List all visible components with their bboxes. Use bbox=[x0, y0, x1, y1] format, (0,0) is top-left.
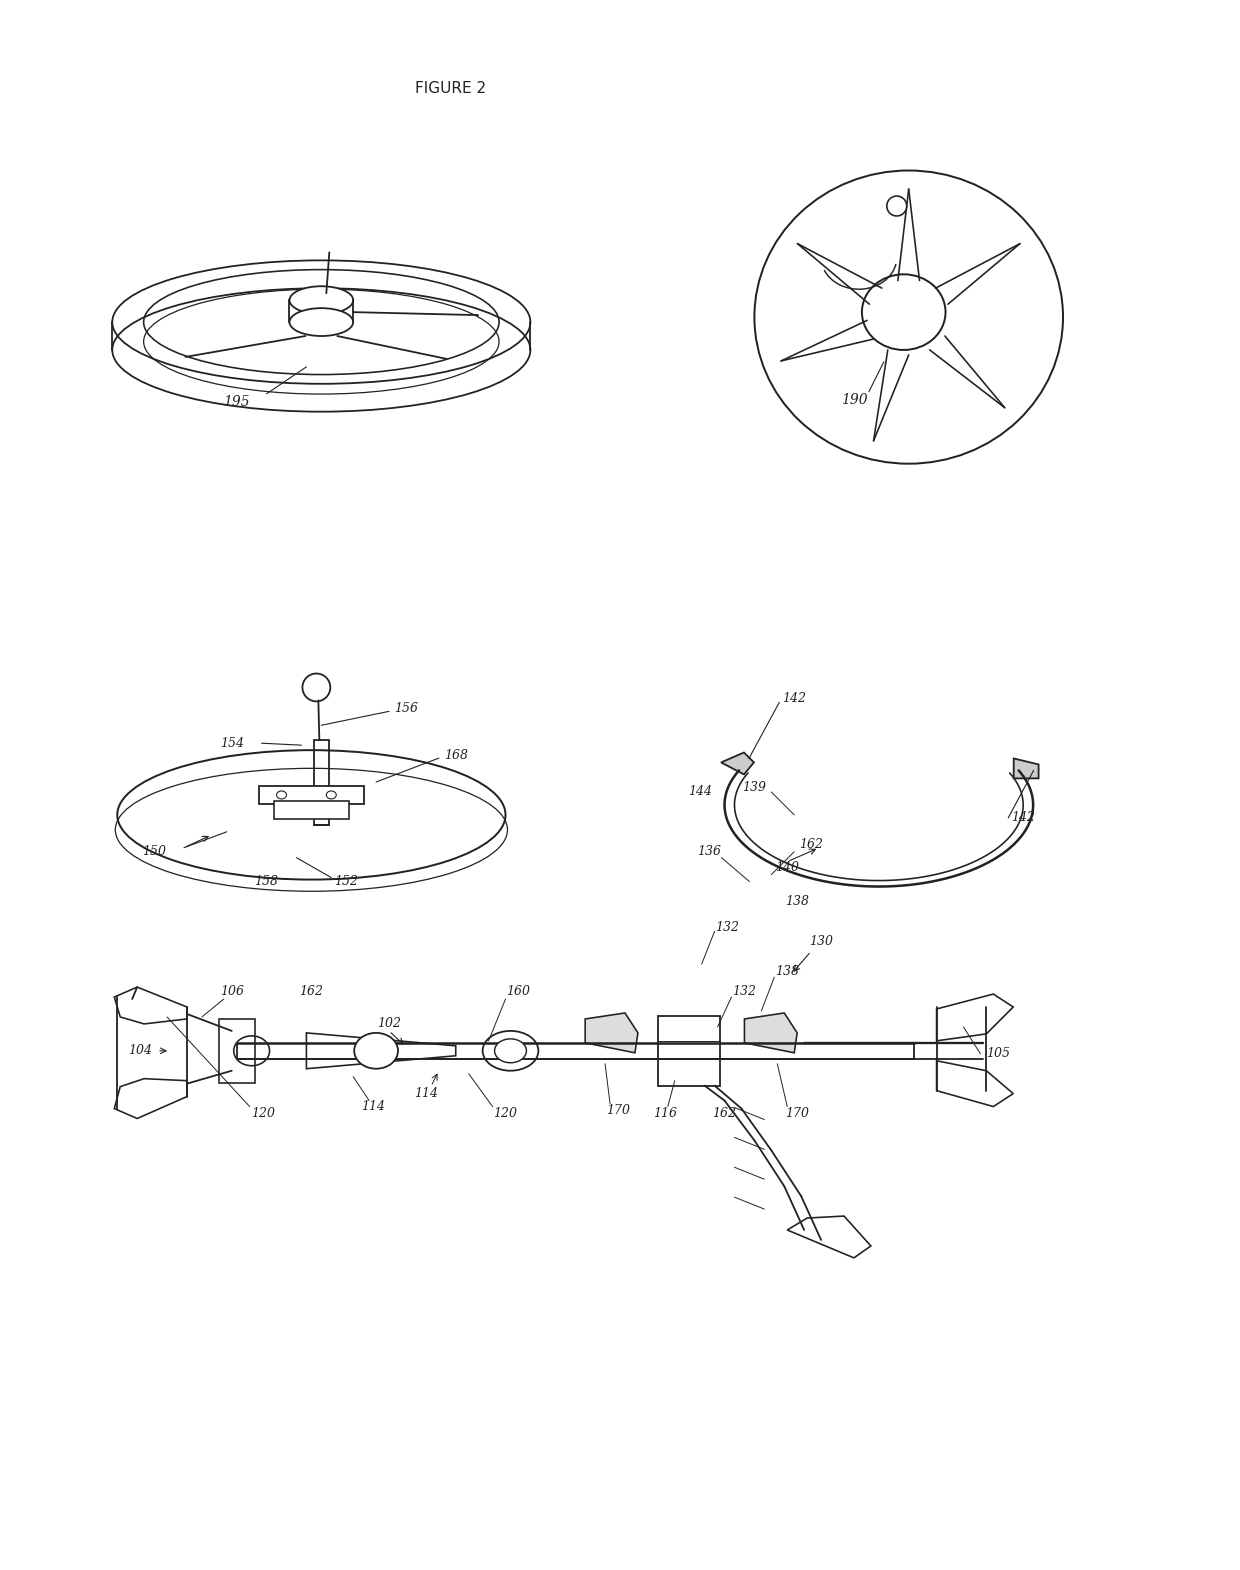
Text: 162: 162 bbox=[299, 984, 324, 997]
Text: FIGURE 2: FIGURE 2 bbox=[415, 80, 486, 96]
Polygon shape bbox=[787, 1217, 870, 1258]
Text: 120: 120 bbox=[494, 1107, 517, 1119]
Text: 190: 190 bbox=[841, 392, 867, 407]
Text: 152: 152 bbox=[335, 874, 358, 889]
Text: 104: 104 bbox=[128, 1044, 153, 1057]
Polygon shape bbox=[936, 1061, 1013, 1107]
Polygon shape bbox=[722, 752, 754, 774]
Text: 154: 154 bbox=[219, 736, 244, 750]
Text: 156: 156 bbox=[394, 702, 418, 714]
Text: 116: 116 bbox=[652, 1107, 677, 1119]
Polygon shape bbox=[114, 988, 187, 1024]
Bar bbox=[274, 801, 350, 820]
Text: 162: 162 bbox=[713, 1107, 737, 1119]
Polygon shape bbox=[936, 994, 1013, 1041]
Text: 132: 132 bbox=[733, 984, 756, 997]
Text: 132: 132 bbox=[715, 922, 739, 934]
Text: 102: 102 bbox=[377, 1017, 401, 1030]
Text: 162: 162 bbox=[799, 838, 823, 851]
Ellipse shape bbox=[289, 308, 353, 336]
Text: 144: 144 bbox=[688, 785, 712, 799]
Bar bbox=[658, 1016, 719, 1085]
Text: 120: 120 bbox=[252, 1107, 275, 1119]
Text: 105: 105 bbox=[986, 1047, 1011, 1060]
Polygon shape bbox=[114, 1079, 187, 1118]
Text: 140: 140 bbox=[775, 860, 800, 874]
Ellipse shape bbox=[887, 196, 906, 217]
Text: 142: 142 bbox=[782, 692, 806, 705]
Bar bbox=[314, 739, 329, 824]
Text: 170: 170 bbox=[606, 1104, 630, 1116]
Bar bbox=[259, 787, 363, 804]
Text: 195: 195 bbox=[223, 394, 250, 408]
Text: 106: 106 bbox=[219, 984, 244, 997]
Text: 170: 170 bbox=[785, 1107, 810, 1119]
Polygon shape bbox=[1014, 758, 1039, 779]
Polygon shape bbox=[585, 1013, 637, 1053]
Text: 168: 168 bbox=[444, 749, 467, 761]
Text: 160: 160 bbox=[506, 984, 531, 997]
Polygon shape bbox=[306, 1033, 456, 1069]
Text: 150: 150 bbox=[143, 845, 166, 859]
Text: 139: 139 bbox=[743, 782, 766, 794]
Text: 130: 130 bbox=[808, 934, 833, 948]
Text: 114: 114 bbox=[361, 1101, 386, 1113]
Text: 138: 138 bbox=[785, 895, 810, 907]
Ellipse shape bbox=[355, 1033, 398, 1069]
Text: 138: 138 bbox=[775, 964, 800, 978]
Text: 114: 114 bbox=[414, 1086, 438, 1101]
Bar bbox=[218, 1019, 254, 1083]
Text: 136: 136 bbox=[698, 845, 722, 859]
Polygon shape bbox=[744, 1013, 797, 1053]
Text: 158: 158 bbox=[254, 874, 279, 889]
Text: 142: 142 bbox=[1011, 812, 1035, 824]
Ellipse shape bbox=[289, 286, 353, 314]
Ellipse shape bbox=[495, 1039, 527, 1063]
